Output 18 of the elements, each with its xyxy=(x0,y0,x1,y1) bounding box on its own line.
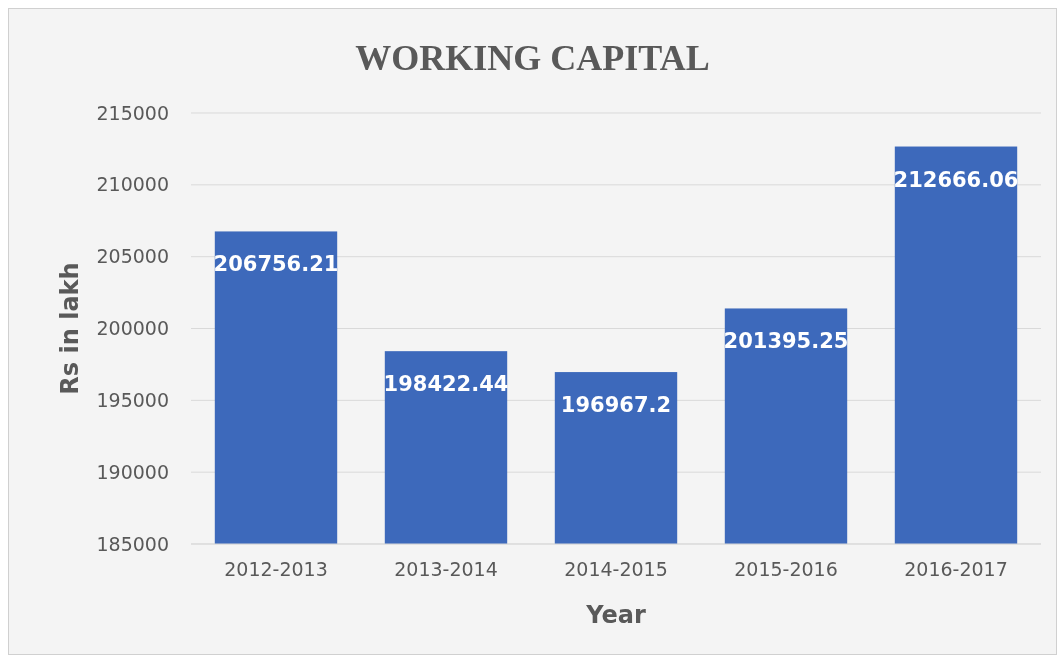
x-tick-label: 2012-2013 xyxy=(224,558,328,580)
data-label: 196967.2 xyxy=(560,393,672,418)
data-label: 201395.25 xyxy=(723,329,849,354)
x-tick-label: 2016-2017 xyxy=(904,558,1008,580)
y-tick-label: 210000 xyxy=(96,173,169,196)
y-axis-title: Rs in lakh xyxy=(56,262,84,395)
chart-title: WORKING CAPITAL xyxy=(355,38,710,78)
x-tick-label: 2014-2015 xyxy=(564,558,668,580)
x-tick-label: 2013-2014 xyxy=(394,558,498,580)
y-tick-label: 190000 xyxy=(96,460,169,483)
x-tick-label: 2015-2016 xyxy=(734,558,838,580)
y-tick-label: 205000 xyxy=(96,245,169,268)
y-tick-label: 195000 xyxy=(96,388,169,411)
data-label: 206756.21 xyxy=(213,252,339,277)
y-tick-label: 200000 xyxy=(96,317,169,340)
x-axis-title: Year xyxy=(585,601,646,629)
y-tick-label: 185000 xyxy=(96,532,169,555)
y-tick-label: 215000 xyxy=(96,101,169,124)
